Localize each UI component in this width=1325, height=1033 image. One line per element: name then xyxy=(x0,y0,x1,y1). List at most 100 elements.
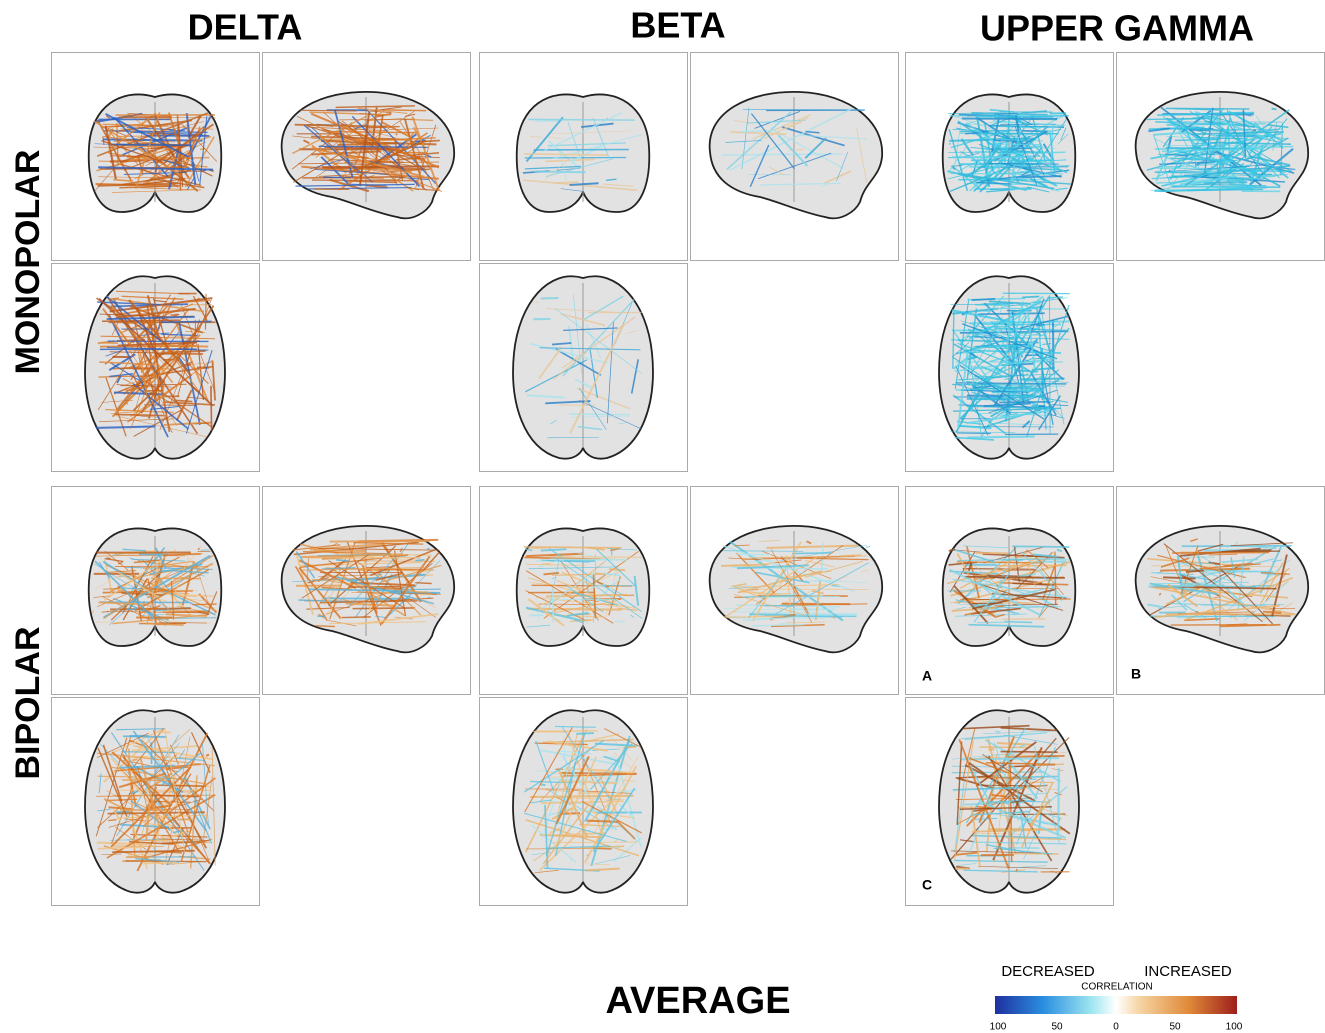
connection xyxy=(122,780,168,781)
connection xyxy=(1166,108,1250,109)
brain-panel xyxy=(1117,53,1325,261)
connection xyxy=(535,121,562,122)
colorbar-tick: 50 xyxy=(1169,1022,1181,1033)
row-label: MONOPOLAR xyxy=(9,150,47,375)
brain-panel xyxy=(691,53,899,261)
brain-panel xyxy=(52,698,260,906)
connection xyxy=(312,180,418,181)
colorbar-tick: 0 xyxy=(1113,1022,1119,1033)
connection xyxy=(551,559,628,560)
connection xyxy=(316,626,335,627)
connection xyxy=(396,134,397,135)
connection xyxy=(1163,577,1196,578)
connection xyxy=(840,555,861,556)
brain-panel xyxy=(906,487,1114,695)
panels xyxy=(52,53,1325,906)
column-header: UPPER GAMMA xyxy=(980,8,1254,49)
connection xyxy=(382,110,426,111)
colorbar-tick: 50 xyxy=(1051,1022,1063,1033)
connection xyxy=(1017,179,1018,182)
brain-panel xyxy=(480,698,688,906)
connection xyxy=(322,166,439,167)
connection xyxy=(978,313,1044,314)
connection xyxy=(342,617,371,618)
column-header: BETA xyxy=(630,5,725,46)
connection xyxy=(790,609,835,610)
colorbar-tick: 100 xyxy=(990,1022,1007,1033)
connection xyxy=(211,386,212,431)
brain-panel xyxy=(480,264,688,472)
connection xyxy=(336,560,348,561)
connection xyxy=(957,433,991,434)
connection xyxy=(170,314,178,315)
connection xyxy=(300,110,356,111)
connection xyxy=(126,857,151,858)
connection xyxy=(205,294,206,330)
connection xyxy=(792,553,832,554)
connection xyxy=(143,863,176,864)
connection xyxy=(1001,752,1058,753)
panel-letter: B xyxy=(1131,666,1141,682)
connection xyxy=(965,577,1065,578)
brain-panel xyxy=(906,698,1114,906)
brain-panel xyxy=(52,264,260,472)
connection xyxy=(184,596,197,597)
connection xyxy=(1036,325,1044,326)
connection xyxy=(541,298,559,299)
connection xyxy=(611,548,612,555)
connection xyxy=(963,569,1035,570)
brain-panel xyxy=(52,53,260,261)
connection xyxy=(534,171,585,172)
connection xyxy=(1021,354,1022,357)
connection xyxy=(1175,139,1219,140)
connection xyxy=(760,605,794,606)
connection xyxy=(123,736,167,737)
connection xyxy=(192,604,216,605)
connection xyxy=(722,154,842,155)
brain-panel xyxy=(480,487,688,695)
connection xyxy=(995,731,1000,732)
connection xyxy=(111,144,191,145)
connection xyxy=(962,118,1057,119)
brain-panel xyxy=(906,53,1114,261)
brain-panel xyxy=(263,53,471,261)
colorbar xyxy=(995,996,1237,1014)
brain-panel xyxy=(480,53,688,261)
connection xyxy=(525,157,627,158)
connection xyxy=(541,549,567,550)
brain-panel xyxy=(906,264,1114,472)
connection xyxy=(96,426,155,427)
connection xyxy=(530,796,634,797)
connection xyxy=(1012,546,1069,547)
connection xyxy=(530,137,542,138)
connection xyxy=(949,143,950,145)
connection xyxy=(977,622,1025,623)
connection xyxy=(415,583,431,584)
connection xyxy=(158,732,171,733)
connection xyxy=(549,557,642,558)
connection xyxy=(524,547,621,548)
colorbar-tick: 100 xyxy=(1226,1022,1243,1033)
connection xyxy=(108,820,116,821)
connection xyxy=(1272,108,1277,109)
row-label: BIPOLAR xyxy=(9,627,47,780)
connection xyxy=(1172,552,1269,553)
connection xyxy=(132,759,137,760)
connection xyxy=(553,589,554,622)
brain-panel xyxy=(52,487,260,695)
legend-left: DECREASED xyxy=(1001,963,1095,980)
connection xyxy=(967,436,1034,437)
connection xyxy=(1022,296,1039,297)
connection xyxy=(317,616,326,617)
connection xyxy=(1010,189,1032,190)
connection xyxy=(569,414,630,415)
connection xyxy=(765,597,840,598)
panel-letter: A xyxy=(922,668,932,684)
footer-title: AVERAGE xyxy=(605,980,790,1022)
connection xyxy=(175,400,192,401)
connection xyxy=(1058,768,1059,834)
connection xyxy=(989,164,1059,165)
connection xyxy=(161,321,211,322)
connection xyxy=(206,755,209,756)
legend-right: INCREASED xyxy=(1144,963,1232,980)
